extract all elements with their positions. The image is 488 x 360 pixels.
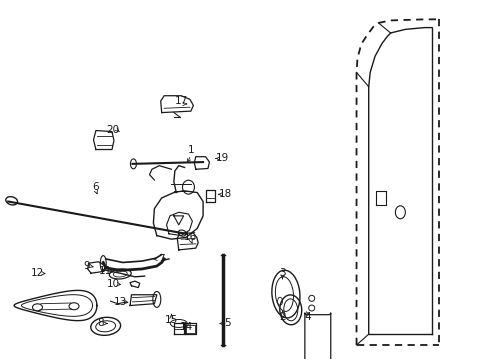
Text: 4: 4 (304, 312, 310, 322)
Text: 9: 9 (82, 261, 89, 271)
Text: 14: 14 (179, 322, 192, 332)
Text: 18: 18 (218, 189, 231, 199)
Text: 7: 7 (158, 254, 164, 264)
Text: 20: 20 (106, 125, 119, 135)
Text: 8: 8 (97, 319, 104, 328)
Text: 10: 10 (106, 279, 119, 289)
Text: 3: 3 (279, 268, 285, 278)
Text: 16: 16 (184, 232, 197, 242)
Text: 1: 1 (187, 144, 194, 154)
Text: 5: 5 (224, 319, 230, 328)
Text: 17: 17 (174, 96, 187, 106)
Text: 13: 13 (113, 297, 127, 307)
Text: 11: 11 (99, 266, 112, 276)
Text: 6: 6 (92, 182, 99, 192)
Text: 15: 15 (164, 315, 178, 325)
Text: 12: 12 (31, 268, 44, 278)
Text: 19: 19 (216, 153, 229, 163)
Text: 2: 2 (279, 312, 285, 322)
